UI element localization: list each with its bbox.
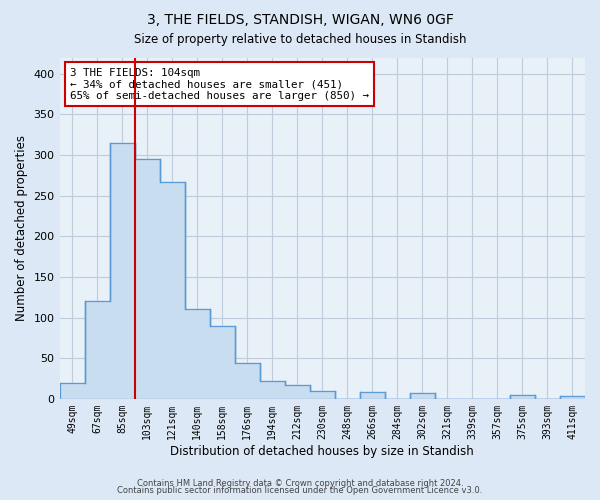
X-axis label: Distribution of detached houses by size in Standish: Distribution of detached houses by size … [170, 444, 474, 458]
Polygon shape [59, 143, 585, 399]
Y-axis label: Number of detached properties: Number of detached properties [15, 135, 28, 321]
Text: 3, THE FIELDS, STANDISH, WIGAN, WN6 0GF: 3, THE FIELDS, STANDISH, WIGAN, WN6 0GF [146, 12, 454, 26]
Text: Contains HM Land Registry data © Crown copyright and database right 2024.: Contains HM Land Registry data © Crown c… [137, 478, 463, 488]
Text: Size of property relative to detached houses in Standish: Size of property relative to detached ho… [134, 32, 466, 46]
Text: 3 THE FIELDS: 104sqm
← 34% of detached houses are smaller (451)
65% of semi-deta: 3 THE FIELDS: 104sqm ← 34% of detached h… [70, 68, 369, 101]
Text: Contains public sector information licensed under the Open Government Licence v3: Contains public sector information licen… [118, 486, 482, 495]
